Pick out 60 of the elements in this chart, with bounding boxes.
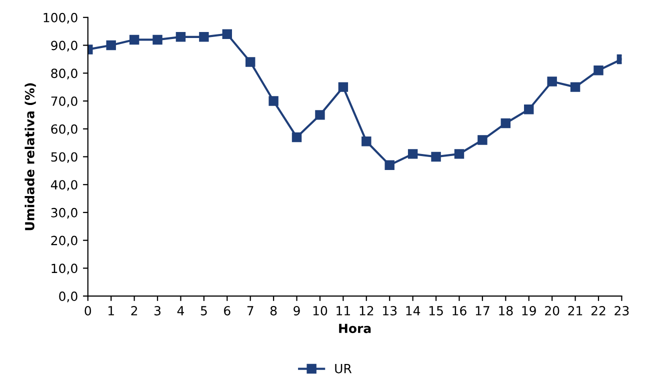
- y-tick-label: 30,0: [51, 208, 78, 219]
- y-axis-title: Umidade relativa (%): [24, 83, 36, 230]
- x-tick-label: 2: [131, 306, 138, 316]
- x-tick-label: 20: [545, 306, 560, 316]
- x-tick-label: 23: [614, 306, 629, 316]
- point: [408, 149, 418, 159]
- y-tick-label: 40,0: [50, 180, 78, 191]
- y-tick-label: 80,0: [51, 68, 78, 80]
- x-tick-label: 9: [294, 306, 300, 316]
- point: [292, 132, 302, 142]
- x-tick-label: 7: [247, 306, 254, 316]
- x-tick-label: 19: [522, 306, 536, 316]
- legend-label: UR: [335, 364, 352, 374]
- point: [222, 29, 232, 39]
- point: [176, 32, 186, 42]
- point: [547, 76, 557, 86]
- x-tick-label: 10: [313, 306, 328, 316]
- point: [570, 82, 580, 92]
- point: [362, 136, 372, 146]
- point: [478, 135, 488, 145]
- x-tick-label: 11: [336, 306, 350, 316]
- x-tick-label: 22: [591, 306, 606, 316]
- point: [524, 104, 534, 114]
- point: [431, 152, 441, 162]
- y-tick-label: 70,0: [51, 96, 78, 108]
- x-tick-label: 21: [568, 306, 582, 316]
- x-tick-label: 6: [224, 306, 230, 316]
- point: [245, 57, 256, 67]
- y-tick-label: 20,0: [51, 236, 78, 247]
- x-tick-label: 0: [84, 306, 92, 316]
- point: [594, 65, 604, 76]
- x-tick-label: 3: [154, 306, 160, 316]
- x-tick-label: 8: [270, 306, 277, 316]
- point: [384, 160, 394, 170]
- point: [268, 96, 278, 106]
- point: [338, 82, 348, 92]
- x-tick-label: 12: [360, 306, 374, 316]
- x-tick-label: 17: [476, 306, 490, 316]
- x-tick-label: 1: [108, 306, 114, 316]
- y-tick-label: 50,0: [51, 152, 78, 163]
- point: [152, 34, 162, 45]
- x-axis-title: Hora: [339, 324, 371, 334]
- y-tick-label: 60,0: [51, 124, 78, 136]
- x-tick-label: 5: [200, 306, 207, 316]
- y-tick-label: 90,0: [51, 40, 78, 52]
- x-tick-label: 4: [177, 306, 184, 316]
- x-tick-label: 16: [452, 306, 466, 316]
- point: [129, 34, 140, 45]
- x-tick-label: 14: [406, 306, 420, 316]
- x-tick-label: 15: [429, 306, 443, 316]
- point: [199, 32, 209, 42]
- point: [106, 40, 116, 50]
- y-tick-label: 100,0: [44, 12, 78, 24]
- x-tick-label: 13: [383, 306, 397, 316]
- y-tick-label: 0,0: [59, 292, 78, 302]
- point: [500, 118, 511, 128]
- point: [454, 149, 464, 159]
- point: [315, 110, 325, 120]
- y-tick-label: 10,0: [52, 264, 78, 274]
- x-tick-label: 18: [499, 306, 513, 316]
